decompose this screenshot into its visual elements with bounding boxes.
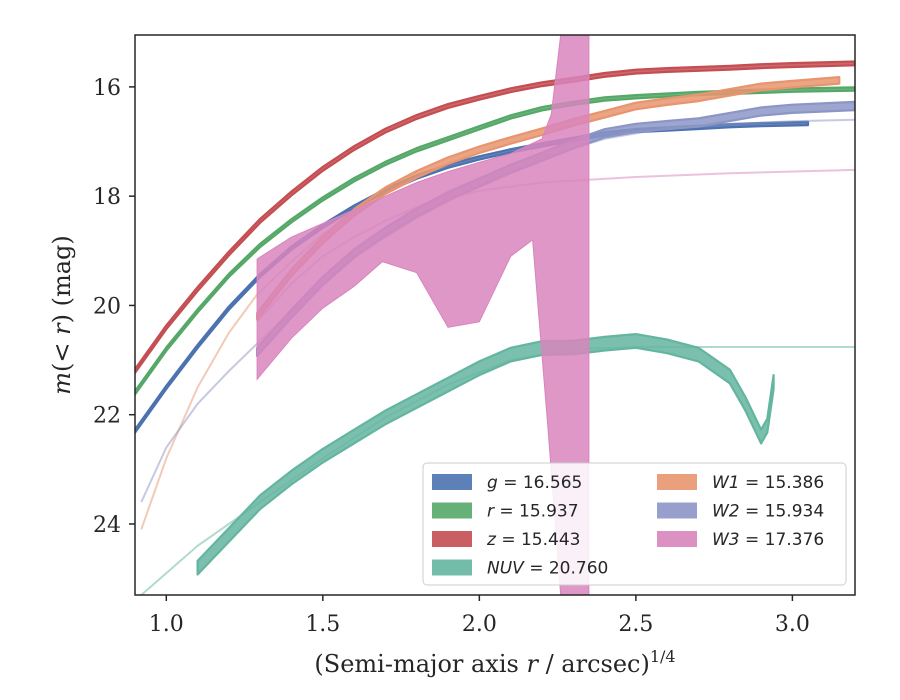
z-band [135,60,855,374]
y-tick-label: 16 [93,76,121,101]
legend-swatch [432,474,472,490]
y-tick-label: 22 [93,404,121,429]
x-tick-label: 2.0 [462,612,497,637]
legend-label: z = 15.443 [486,530,580,550]
legend: g = 16.565 r = 15.937 z = 15.443 NUV = 20.7… [422,462,847,586]
ticks-layer: 1.0 1.5 2.0 2.5 3.0 16 18 20 22 24 [93,76,810,637]
legend-box [422,462,847,586]
legend-swatch [657,474,697,490]
x-axis-label: (Semi-major axis r / arcsec)1/4 [314,647,675,678]
legend-swatch [657,502,697,519]
legend-swatch [432,502,472,519]
x-tick-label: 1.5 [305,612,340,637]
legend-swatch [432,559,472,576]
x-tick-label: 3.0 [775,612,810,637]
x-tick-label: 2.5 [618,612,653,637]
y-tick-label: 20 [93,294,121,319]
nuv-band [196,333,775,576]
plot-frame [134,34,856,596]
legend-label: g = 16.565 [487,473,582,493]
legend-swatch [657,531,697,547]
r-band [135,86,855,396]
legend-label: r = 15.937 [487,502,579,522]
legend-label: NUV = 20.760 [487,559,608,579]
y-axis-label: m(< r) (mag) [48,235,76,395]
y-tick-label: 18 [93,185,121,210]
legend-label: W2 = 15.934 [712,502,824,522]
legend-label: W3 = 17.376 [712,530,824,550]
legend-label: W1 = 15.386 [712,473,824,493]
x-tick-label: 1.0 [149,612,184,637]
w1-band [256,76,841,321]
series-layer [135,35,855,595]
w3-band [256,35,590,595]
y-tick-label: 24 [93,513,121,538]
legend-swatch [432,531,472,547]
